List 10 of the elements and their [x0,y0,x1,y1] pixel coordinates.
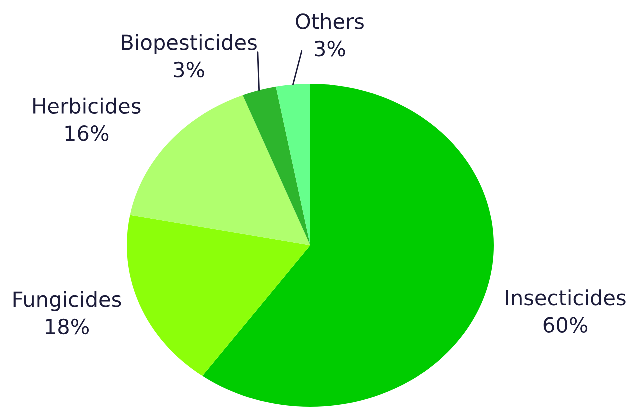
data-label: 3% [315,40,346,57]
data-label: 60% [544,317,588,334]
slice-label: Others [296,13,364,30]
data-label: 18% [46,318,89,335]
slice-label: Fungicides [14,291,122,312]
slice-label: Biopesticides [122,34,257,54]
data-label: 3% [174,62,204,78]
slice-label: Insecticides [506,290,626,306]
data-label: 16% [66,126,109,142]
slice-label: Herbicides [34,98,141,114]
